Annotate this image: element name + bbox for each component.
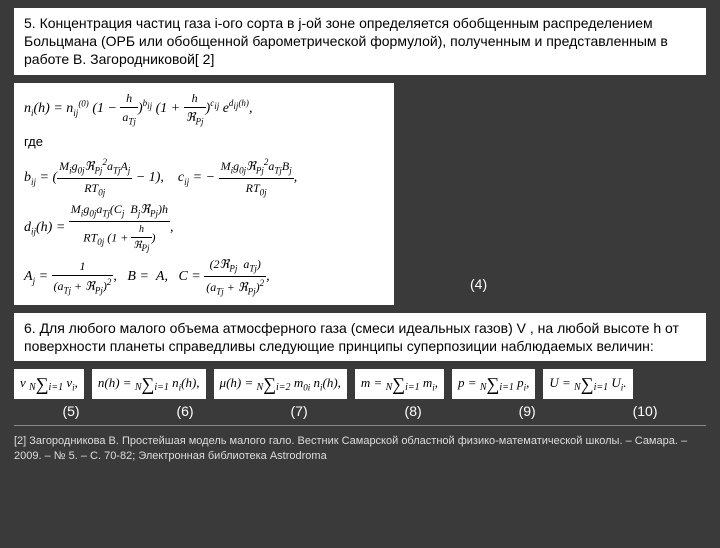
eq-num-9: (9) [519,403,536,419]
footnote: [2] Загородникова В. Простейшая модель м… [14,434,706,463]
formula-block-main: ni(h) = nij(0) (1 − haTj)bij (1 + hℜPj)c… [14,83,394,305]
formula-8: m = N∑i=1 mi, [355,369,444,399]
footnote-divider [14,425,706,426]
formula-9: p = N∑i=1 pi, [452,369,535,399]
where-label: где [24,132,384,152]
equation-number-4: (4) [470,276,487,292]
paragraph-6: 6. Для любого малого объема атмосферного… [14,313,706,361]
eq-num-10: (10) [633,403,658,419]
formula-7: μ(h) = N∑i=2 m0i ni(h), [214,369,347,399]
eq-num-7: (7) [291,403,308,419]
paragraph-5: 5. Концентрация частиц газа i-ого сорта … [14,8,706,75]
eq-num-8: (8) [405,403,422,419]
eq-num-5: (5) [62,403,79,419]
formula-6: n(h) = N∑i=1 ni(h), [92,369,206,399]
formula-row: ν N∑i=1 νi, n(h) = N∑i=1 ni(h), μ(h) = N… [14,369,706,399]
eq-num-6: (6) [176,403,193,419]
para5-text: 5. Концентрация частиц газа i-ого сорта … [24,15,668,67]
equation-numbers-row: (5) (6) (7) (8) (9) (10) [14,403,706,419]
formula-10: U = N∑i=1 Ui. [543,369,632,399]
formula-5: ν N∑i=1 νi, [14,369,84,399]
para6-text: 6. Для любого малого объема атмосферного… [24,320,679,354]
